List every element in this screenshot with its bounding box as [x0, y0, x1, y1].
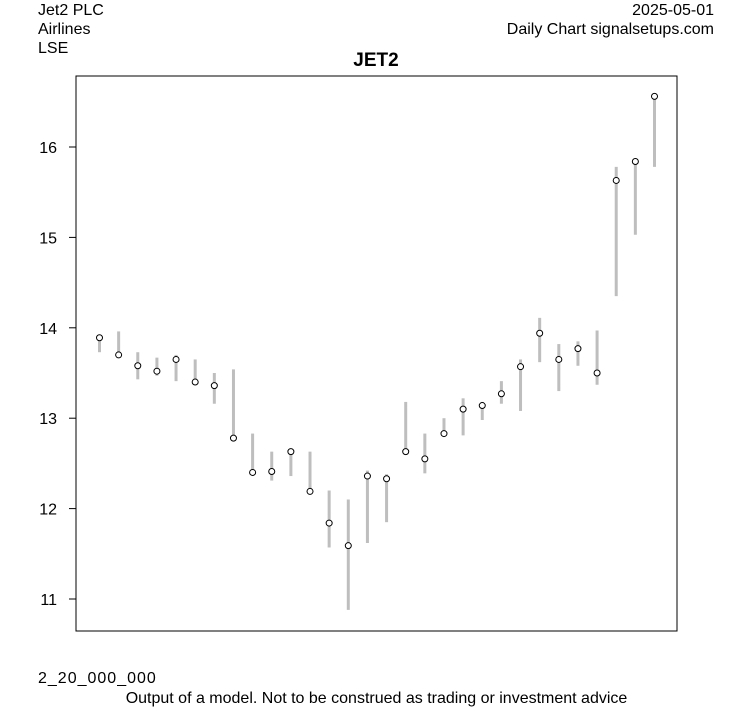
close-point [153, 367, 161, 375]
close-point [363, 472, 371, 480]
close-point [306, 487, 314, 495]
close-point [651, 92, 658, 100]
close-point [325, 519, 333, 527]
close-point [612, 176, 620, 184]
close-point [383, 475, 391, 483]
close-point [229, 434, 237, 442]
sector-label: Airlines [38, 21, 91, 38]
close-point [210, 382, 218, 390]
exchange-label: LSE [38, 40, 69, 57]
close-point [344, 542, 352, 550]
chart-title: JET2 [353, 50, 398, 71]
close-point [268, 468, 276, 476]
close-point [287, 448, 295, 456]
close-point [440, 430, 448, 438]
close-points [96, 92, 658, 550]
close-point [478, 402, 486, 410]
close-point [402, 448, 410, 456]
y-tick-label: 14 [39, 321, 57, 338]
y-tick-label: 16 [39, 140, 57, 157]
y-tick-label: 11 [40, 592, 57, 609]
close-point [134, 362, 142, 370]
close-point [517, 363, 525, 371]
close-point [96, 334, 103, 342]
close-point [191, 378, 199, 386]
close-point [249, 468, 257, 476]
close-point [115, 351, 123, 359]
close-point [631, 157, 639, 165]
close-point [421, 455, 429, 463]
y-axis: 11 12 13 14 15 16 [39, 140, 76, 609]
model-code: 2_20_000_000 [38, 670, 157, 687]
y-tick-label: 12 [39, 502, 57, 519]
close-point [574, 345, 582, 353]
close-point [593, 369, 601, 377]
y-tick-label: 15 [39, 230, 57, 247]
price-ranges [98, 96, 656, 610]
plot-frame [75, 75, 678, 632]
chart-date: 2025-05-01 [632, 2, 714, 19]
y-tick-label: 13 [39, 411, 57, 428]
close-point [172, 355, 180, 363]
close-point [555, 355, 563, 363]
close-point [497, 390, 505, 398]
close-point [459, 405, 467, 413]
disclaimer-text: Output of a model. Not to be construed a… [125, 690, 628, 707]
chart-source: Daily Chart signalsetups.com [506, 21, 714, 38]
close-point [536, 329, 544, 337]
company-name: Jet2 PLC [38, 2, 104, 19]
